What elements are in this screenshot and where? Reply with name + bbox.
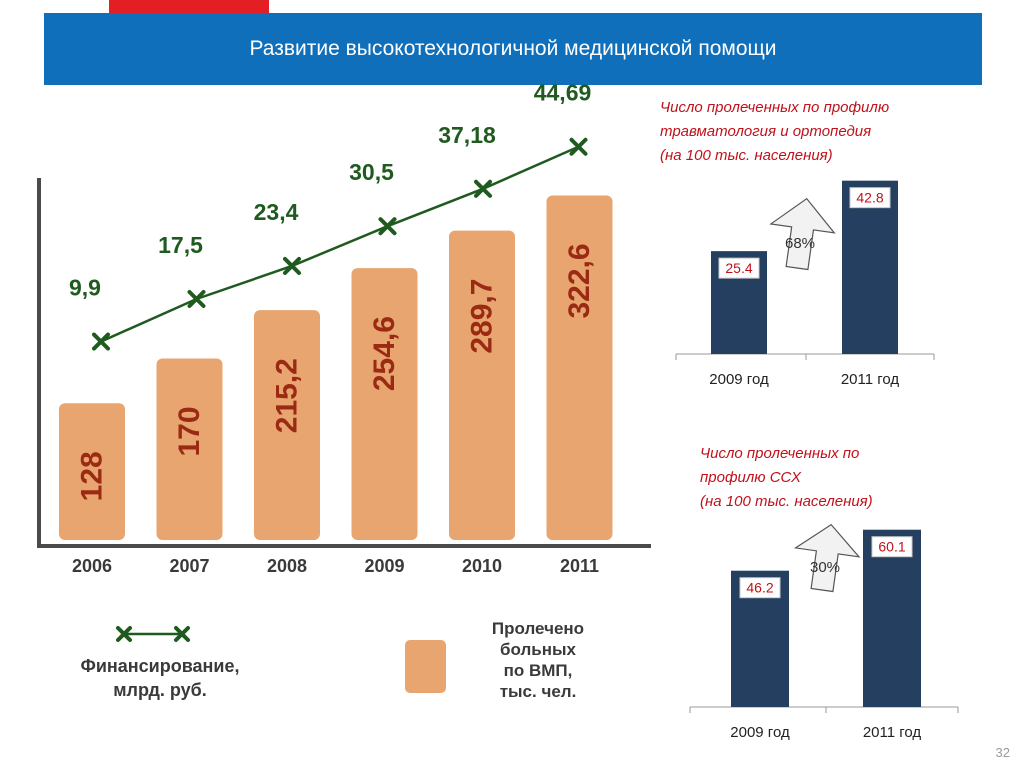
- bar-value-label: 128: [76, 451, 109, 501]
- bar-value-label: 322,6: [563, 243, 596, 318]
- x-tick-label: 2007: [169, 556, 209, 576]
- x-tick-label: 2006: [72, 556, 112, 576]
- bar-value-label: 289,7: [466, 279, 499, 354]
- legend-bar-label: тыс. чел.: [500, 682, 577, 701]
- page-number: 32: [995, 745, 1010, 760]
- legend-bar-label: по ВМП,: [504, 661, 573, 680]
- bar-value-label: 254,6: [368, 316, 401, 391]
- x-tick-label: 2009 год: [709, 371, 769, 388]
- chart-title-trauma-line: травматология и ортопедия: [660, 123, 872, 140]
- bar-value-label: 215,2: [271, 358, 304, 433]
- bar: [842, 180, 898, 354]
- chart-title-ssh-line: профилю ССХ: [700, 469, 802, 486]
- chart-title-trauma-line: (на 100 тыс. населения): [660, 147, 833, 164]
- legend-line-point: [174, 626, 190, 642]
- slide-title: Развитие высокотехнологичной медицинской…: [249, 37, 777, 60]
- x-tick-label: 2011: [560, 556, 599, 576]
- financing-line: [100, 145, 580, 343]
- slide-header: Развитие высокотехнологичной медицинской…: [44, 13, 982, 85]
- bar: [863, 529, 921, 707]
- legend: Финансирование, млрд. руб. Пролечено больны…: [80, 619, 584, 701]
- line-layer: 9,9 17,5 23,4 30,5 37,18 44,69: [69, 80, 592, 351]
- bar-value-label: 170: [173, 406, 206, 456]
- x-tick-label: 2010: [462, 556, 502, 576]
- line-value-label: 9,9: [69, 275, 101, 301]
- line-point: [92, 332, 110, 351]
- legend-bar-label: Пролечено: [492, 619, 584, 638]
- bar-value-label: 25.4: [725, 260, 752, 276]
- legend-line-point: [116, 626, 132, 642]
- bar-value-label: 42.8: [856, 190, 883, 206]
- bar-value-box: [849, 187, 891, 209]
- x-tick-label: 2011 год: [863, 724, 922, 741]
- legend-line-label: Финансирование,: [80, 656, 239, 676]
- chart-title-ssh: Число пролеченных по профилю ССХ (на 100…: [700, 442, 873, 514]
- chart-title-ssh-line: (на 100 тыс. населения): [700, 493, 873, 510]
- bars-layer: 128 2006 170 2007 215,2 2008 254,6 2009 289,7 201…: [59, 195, 613, 576]
- x-tick-label: 2009 год: [730, 724, 790, 741]
- chart-title-trauma: Число пролеченных по профилю травматолог…: [660, 96, 889, 168]
- line-value-label: 17,5: [158, 232, 203, 258]
- legend-bar-swatch: [405, 640, 446, 693]
- growth-arrow-icon: [769, 197, 836, 271]
- growth-arrow-icon: [793, 523, 861, 593]
- bar-value-box: [739, 577, 781, 599]
- line-point: [187, 290, 206, 308]
- line-value-label: 44,69: [534, 80, 592, 106]
- x-tick-label: 2009: [364, 556, 404, 576]
- legend-line-label: млрд. руб.: [113, 680, 207, 700]
- bar-value-label: 46.2: [746, 580, 773, 596]
- bar: [449, 230, 515, 540]
- line-point: [569, 137, 588, 156]
- line-point: [378, 217, 397, 236]
- line-value-label: 23,4: [254, 199, 299, 225]
- line-point: [283, 256, 301, 275]
- bar: [156, 358, 223, 540]
- bar-value-box: [871, 536, 913, 558]
- growth-label: 30%: [810, 559, 840, 576]
- line-value-label: 37,18: [438, 122, 496, 148]
- bar: [59, 403, 125, 540]
- x-tick-label: 2008: [267, 556, 307, 576]
- bar-value-box: [718, 257, 760, 279]
- bar: [546, 195, 613, 540]
- x-tick-label: 2011 год: [841, 371, 900, 388]
- line-value-label: 30,5: [349, 159, 394, 185]
- line-point: [474, 179, 492, 198]
- bar: [254, 310, 320, 540]
- accent-tab: [109, 0, 269, 13]
- growth-label: 68%: [785, 235, 815, 252]
- bar-value-label: 60.1: [878, 539, 905, 555]
- chart-title-trauma-line: Число пролеченных по профилю: [660, 99, 890, 116]
- chart-title-ssh-line: Число пролеченных по: [700, 445, 860, 462]
- legend-bar-label: больных: [500, 640, 576, 659]
- bar: [351, 268, 418, 540]
